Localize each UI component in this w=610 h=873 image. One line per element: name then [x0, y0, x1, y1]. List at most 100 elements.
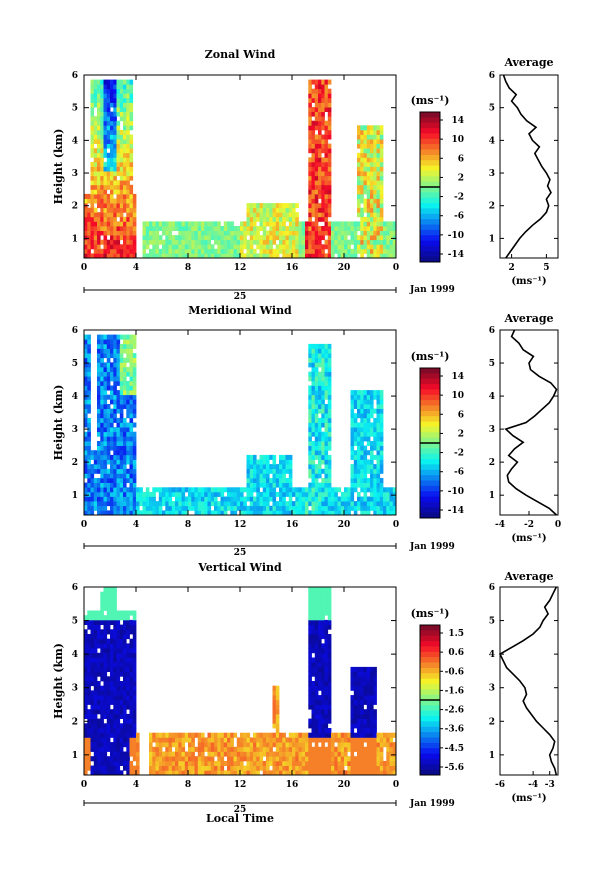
heatmap-cell	[110, 408, 114, 414]
heatmap-cell	[366, 203, 371, 209]
heatmap-cell	[217, 235, 221, 241]
x-tick-label: 12	[234, 263, 247, 273]
heatmap-cell	[337, 760, 342, 766]
heatmap-cell	[188, 496, 192, 502]
heatmap-cell	[119, 171, 124, 177]
heatmap-cell	[334, 496, 338, 502]
heatmap-cell	[132, 510, 137, 516]
colorbar-tick-label: 2	[458, 173, 464, 183]
heatmap-cell	[217, 746, 221, 752]
heatmap-cell	[100, 239, 104, 245]
heatmap-cell	[308, 362, 312, 368]
heatmap-cell	[347, 226, 351, 231]
heatmap-cell	[249, 226, 254, 231]
heatmap-cell	[110, 148, 114, 154]
heatmap-cell	[201, 239, 205, 245]
heatmap-cell	[379, 184, 384, 190]
heatmap-cell	[191, 248, 195, 254]
heatmap-cell	[129, 116, 134, 122]
heatmap-cell	[152, 244, 156, 250]
heatmap-cell	[90, 699, 95, 705]
heatmap-cell	[168, 230, 173, 236]
heatmap-cell	[318, 482, 322, 488]
heatmap-cell	[324, 180, 329, 186]
heatmap-cell	[350, 399, 355, 405]
heatmap-cell	[129, 681, 134, 687]
heatmap-cell	[392, 756, 397, 762]
heatmap-cell	[214, 501, 218, 507]
heatmap-cell	[318, 226, 322, 231]
heatmap-cell	[376, 161, 381, 167]
heatmap-cell	[113, 97, 117, 103]
heatmap-cell	[383, 235, 387, 241]
heatmap-cell	[126, 718, 130, 724]
heatmap-cell	[106, 629, 111, 635]
heatmap-cell	[113, 699, 117, 705]
colorbar-segment	[420, 742, 440, 749]
heatmap-cell	[340, 737, 345, 743]
heatmap-cell	[350, 742, 355, 748]
heatmap-cell	[249, 751, 254, 757]
heatmap-cell	[132, 436, 137, 442]
heatmap-cell	[324, 230, 329, 236]
heatmap-cell	[282, 742, 286, 748]
heatmap-cell	[347, 742, 351, 748]
heatmap-cell	[129, 376, 134, 382]
heatmap-cell	[314, 148, 319, 154]
heatmap-cell	[106, 657, 111, 663]
heatmap-cell	[327, 704, 332, 710]
heatmap-cell	[275, 510, 280, 516]
heatmap-cell	[113, 253, 117, 259]
heatmap-cell	[318, 216, 322, 222]
heatmap-cell	[110, 207, 114, 213]
heatmap-cell	[210, 221, 215, 227]
heatmap-cell	[308, 212, 312, 218]
heatmap-cell	[379, 230, 384, 236]
heatmap-cell	[126, 216, 130, 222]
heatmap-cell	[324, 253, 329, 259]
heatmap-cell	[184, 751, 189, 757]
heatmap-cell	[298, 756, 303, 762]
heatmap-cell	[275, 695, 280, 701]
heatmap-cell	[181, 737, 186, 743]
heatmap-cell	[305, 487, 309, 493]
heatmap-cell	[90, 643, 95, 649]
heatmap-cell	[119, 454, 124, 460]
heatmap-cell	[87, 459, 91, 465]
heatmap-cell	[279, 501, 283, 507]
heatmap-cell	[106, 648, 111, 654]
heatmap-cell	[311, 180, 316, 186]
heatmap-cell	[116, 343, 121, 349]
heatmap-cell	[357, 166, 361, 172]
heatmap-cell	[350, 441, 355, 446]
heatmap-cell	[266, 501, 270, 507]
heatmap-cell	[324, 487, 329, 493]
heatmap-cell	[314, 496, 319, 502]
heatmap-cell	[363, 746, 368, 752]
heatmap-cell	[334, 732, 338, 738]
colorbar-segment	[420, 229, 440, 236]
heatmap-cell	[311, 235, 316, 241]
heatmap-cell	[188, 230, 192, 236]
heatmap-cell	[113, 125, 117, 131]
heatmap-cell	[288, 212, 293, 218]
heatmap-cell	[97, 189, 101, 195]
heatmap-cell	[129, 134, 134, 140]
heatmap-cell	[97, 353, 101, 359]
heatmap-cell	[311, 394, 316, 400]
heatmap-cell	[87, 634, 91, 640]
heatmap-cell	[259, 473, 264, 479]
heatmap-cell	[191, 239, 195, 245]
heatmap-cell	[87, 193, 91, 199]
heatmap-cell	[243, 487, 247, 493]
heatmap-cell	[155, 235, 160, 241]
heatmap-cell	[363, 427, 368, 433]
heatmap-cell	[295, 216, 299, 222]
heatmap-cell	[103, 704, 108, 710]
heatmap-cell	[366, 427, 371, 433]
heatmap-cell	[331, 487, 335, 493]
heatmap-cell	[344, 239, 348, 245]
heatmap-cell	[327, 244, 332, 250]
heatmap-cell	[119, 681, 124, 687]
heatmap-cell	[103, 723, 108, 729]
